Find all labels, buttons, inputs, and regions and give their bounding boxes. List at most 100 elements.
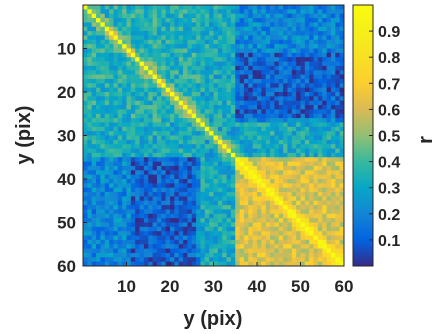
heatmap-cell (226, 152, 232, 158)
heatmap-cell (183, 244, 188, 249)
heatmap-cell (130, 118, 136, 123)
heatmap-cell (239, 65, 245, 71)
heatmap-cell (326, 226, 332, 232)
heatmap-cell (126, 96, 132, 102)
heatmap-cell (100, 57, 106, 62)
heatmap-cell (161, 179, 167, 184)
heatmap-cell (326, 44, 332, 49)
heatmap-cell (117, 165, 123, 171)
heatmap-cell (243, 213, 249, 219)
heatmap-cell (187, 209, 193, 215)
heatmap-cell (304, 139, 310, 145)
heatmap-cell (135, 78, 140, 84)
heatmap-cell (222, 122, 227, 128)
heatmap-cell (230, 122, 236, 128)
heatmap-cell (113, 200, 119, 206)
heatmap-cell (265, 248, 271, 254)
heatmap-cell (278, 235, 284, 241)
heatmap-cell (183, 148, 188, 154)
heatmap-cell (91, 52, 97, 58)
heatmap-cell (243, 126, 249, 132)
heatmap-cell (165, 179, 171, 184)
heatmap-cell (126, 131, 132, 136)
heatmap-cell (122, 100, 127, 106)
heatmap-cell (100, 5, 106, 10)
heatmap-cell (104, 196, 110, 202)
heatmap-cell (296, 144, 301, 149)
heatmap-cell (204, 257, 210, 263)
heatmap-cell (135, 248, 140, 254)
heatmap-cell (239, 96, 245, 102)
heatmap-cell (83, 18, 88, 23)
heatmap-cell (326, 113, 332, 119)
heatmap-cell (309, 192, 314, 197)
heatmap-cell (83, 165, 88, 171)
heatmap-cell (113, 9, 119, 15)
heatmap-cell (200, 165, 206, 171)
heatmap-cell (283, 61, 288, 67)
heatmap-cell (239, 74, 245, 80)
heatmap-cell (309, 196, 314, 202)
heatmap-cell (274, 261, 280, 267)
heatmap-cell (200, 109, 206, 115)
heatmap-cell (265, 113, 271, 119)
heatmap-cell (300, 83, 306, 89)
heatmap-cell (330, 122, 336, 128)
heatmap-cell (283, 135, 288, 141)
heatmap-cell (187, 179, 193, 184)
heatmap-cell (187, 13, 193, 19)
heatmap-cell (287, 5, 293, 10)
heatmap-cell (196, 44, 201, 49)
heatmap-cell (156, 9, 162, 15)
heatmap-cell (213, 209, 219, 215)
heatmap-cell (191, 87, 197, 93)
heatmap-cell (322, 61, 327, 67)
heatmap-cell (261, 70, 267, 75)
heatmap-cell (287, 218, 293, 223)
heatmap-cell (161, 13, 167, 19)
heatmap-cell (265, 218, 271, 223)
heatmap-cell (191, 196, 197, 202)
heatmap-cell (91, 148, 97, 154)
heatmap-cell (126, 48, 132, 54)
heatmap-cell (174, 105, 180, 110)
heatmap-cell (252, 83, 258, 89)
heatmap-cell (313, 18, 319, 23)
heatmap-cell (148, 244, 153, 249)
heatmap-cell (300, 187, 306, 193)
heatmap-cell (248, 35, 254, 41)
heatmap-cell (126, 92, 132, 97)
heatmap-cell (309, 126, 314, 132)
heatmap-cell (248, 13, 254, 19)
heatmap-cell (109, 209, 114, 215)
heatmap-cell (165, 13, 171, 19)
heatmap-cell (117, 83, 123, 89)
heatmap-cell (117, 192, 123, 197)
heatmap-cell (265, 231, 271, 236)
heatmap-cell (191, 200, 197, 206)
heatmap-cell (322, 74, 327, 80)
heatmap-cell (130, 135, 136, 141)
heatmap-cell (187, 44, 193, 49)
heatmap-cell (174, 87, 180, 93)
heatmap-cell (100, 70, 106, 75)
heatmap-cell (226, 13, 232, 19)
heatmap-cell (183, 174, 188, 180)
heatmap-cell (104, 183, 110, 189)
heatmap-cell (239, 9, 245, 15)
heatmap-cell (117, 74, 123, 80)
heatmap-cell (326, 218, 332, 223)
heatmap-cell (204, 131, 210, 136)
heatmap-cell (270, 100, 275, 106)
heatmap-cell (200, 70, 206, 75)
heatmap-cell (230, 52, 236, 58)
heatmap-cell (339, 83, 345, 89)
heatmap-cell (243, 148, 249, 154)
heatmap-cell (243, 261, 249, 267)
heatmap-cell (200, 248, 206, 254)
heatmap-cell (235, 122, 240, 128)
heatmap-cell (313, 170, 319, 176)
heatmap-cell (300, 252, 306, 258)
heatmap-cell (283, 244, 288, 249)
heatmap-cell (304, 248, 310, 254)
